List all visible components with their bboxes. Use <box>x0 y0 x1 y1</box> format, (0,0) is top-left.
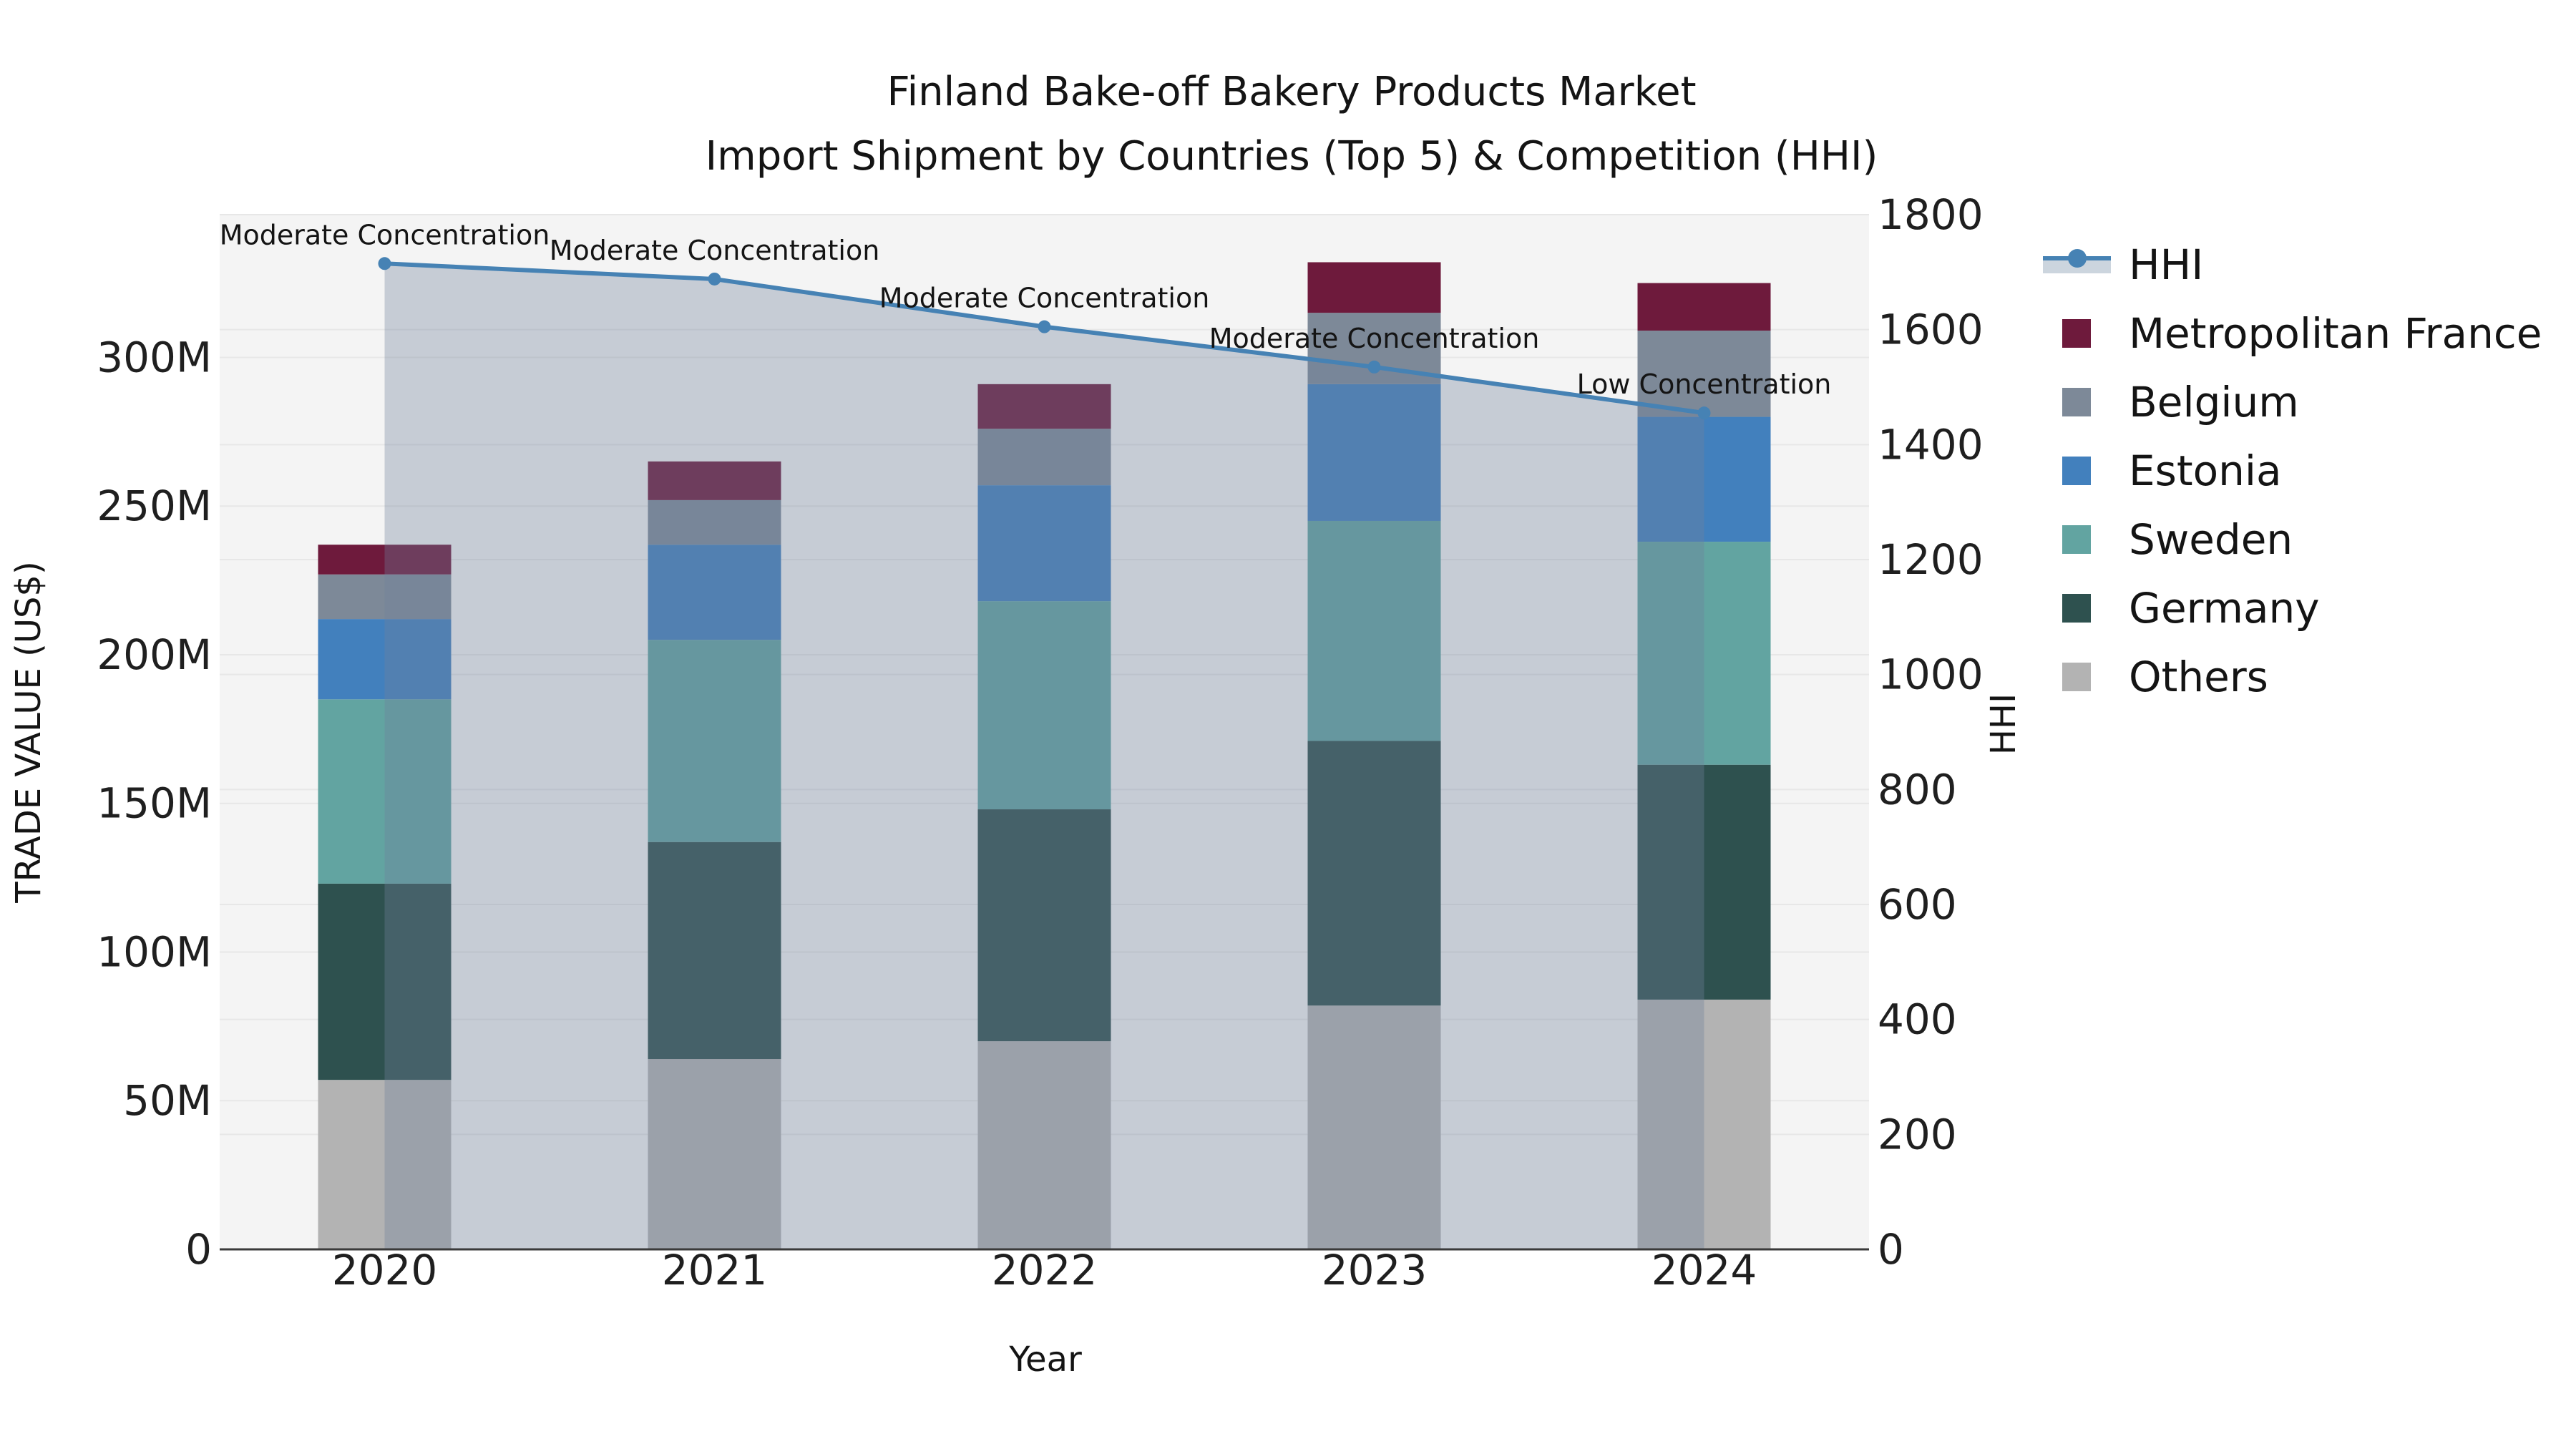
bar-segment-2022-sweden <box>977 601 1111 810</box>
concentration-annotation-2023: Moderate Concentration <box>1209 323 1540 354</box>
bar-segment-2022-others <box>977 1041 1111 1249</box>
hhi-marker-2023 <box>1367 360 1381 374</box>
legend-swatch-estonia <box>2062 457 2091 485</box>
legend-item-hhi: HHI <box>2043 230 2542 299</box>
hhi-marker-2021 <box>708 272 721 286</box>
bar-segment-2023-others <box>1307 1005 1441 1249</box>
hhi-area-fill <box>384 263 1704 1249</box>
bar-segment-2024-metropolitan-france <box>1637 283 1771 331</box>
concentration-annotation-2021: Moderate Concentration <box>550 235 880 266</box>
hhi-line-sample-icon <box>2043 249 2111 273</box>
legend-label: Others <box>2129 653 2268 701</box>
legend-swatch-metropolitan-france <box>2062 319 2091 348</box>
bar-segment-2021-metropolitan-france <box>648 461 781 500</box>
legend-label: Germany <box>2129 584 2320 633</box>
hhi-marker-2022 <box>1038 320 1051 333</box>
bar-segment-2020-others <box>318 1080 452 1249</box>
legend-swatch-slot <box>2043 525 2111 554</box>
bar-segment-2024-sweden <box>1637 542 1771 765</box>
legend-item-sweden: Sweden <box>2043 505 2542 574</box>
bar-segment-2023-estonia <box>1307 384 1441 521</box>
bar-segment-2021-germany <box>648 841 781 1060</box>
legend: HHI Metropolitan France Belgium Estonia Swed… <box>2043 230 2542 711</box>
tick-x-2020: 2020 <box>332 1246 438 1294</box>
bar-segment-2022-germany <box>977 809 1111 1042</box>
chart-title-line2: Import Shipment by Countries (Top 5) & C… <box>705 133 1878 180</box>
bar-segment-2024-belgium <box>1637 331 1771 417</box>
tick-right-400: 400 <box>1878 995 1957 1044</box>
bar-segment-2020-sweden <box>318 699 452 884</box>
bar-segment-2021-others <box>648 1059 781 1249</box>
bar-segment-2023-metropolitan-france <box>1307 262 1441 313</box>
bar-segment-2024-estonia <box>1637 416 1771 542</box>
legend-swatch-slot <box>2043 594 2111 623</box>
legend-swatch-belgium <box>2062 388 2091 416</box>
tick-left-200M: 200M <box>97 630 212 679</box>
tick-right-800: 800 <box>1878 765 1957 814</box>
legend-swatch-germany <box>2062 594 2091 623</box>
tick-right-600: 600 <box>1878 880 1957 929</box>
hhi-line-sample-marker <box>2067 249 2087 268</box>
tick-right-1400: 1400 <box>1878 420 1984 469</box>
bar-segment-2023-sweden <box>1307 520 1441 741</box>
tick-left-250M: 250M <box>97 482 212 530</box>
legend-label: Estonia <box>2129 447 2282 495</box>
bar-segment-2022-metropolitan-france <box>977 384 1111 429</box>
legend-swatch-sweden <box>2062 525 2091 554</box>
legend-item-germany: Germany <box>2043 574 2542 643</box>
bar-segment-2021-sweden <box>648 640 781 842</box>
concentration-annotation-2022: Moderate Concentration <box>879 283 1210 314</box>
legend-label: HHI <box>2129 240 2204 289</box>
bar-segment-2024-germany <box>1637 764 1771 1000</box>
legend-item-metropolitan-france: Metropolitan France <box>2043 299 2542 368</box>
bar-segment-2023-germany <box>1307 741 1441 1006</box>
chart-title-line1: Finland Bake-off Bakery Products Market <box>887 69 1697 115</box>
tick-left-0: 0 <box>185 1225 212 1274</box>
concentration-annotation-2020: Moderate Concentration <box>220 219 550 250</box>
tick-right-1000: 1000 <box>1878 650 1984 699</box>
concentration-annotation-2024: Low Concentration <box>1577 369 1832 400</box>
tick-right-0: 0 <box>1878 1225 1904 1274</box>
bar-segment-2022-estonia <box>977 485 1111 602</box>
tick-left-100M: 100M <box>97 927 212 976</box>
tick-right-1600: 1600 <box>1878 306 1984 354</box>
tick-right-1200: 1200 <box>1878 535 1984 584</box>
legend-swatch-slot <box>2043 457 2111 485</box>
x-axis-title: Year <box>1009 1340 1082 1380</box>
legend-item-others: Others <box>2043 643 2542 711</box>
hhi-marker-2024 <box>1697 406 1711 420</box>
legend-swatch-slot <box>2043 663 2111 691</box>
legend-swatch-slot <box>2043 319 2111 348</box>
legend-item-belgium: Belgium <box>2043 368 2542 436</box>
tick-right-200: 200 <box>1878 1110 1957 1158</box>
bar-segment-2020-estonia <box>318 619 452 700</box>
tick-left-300M: 300M <box>97 333 212 381</box>
hhi-marker-2020 <box>378 257 391 270</box>
tick-x-2021: 2021 <box>662 1246 768 1294</box>
tick-left-150M: 150M <box>97 779 212 828</box>
legend-swatch-others <box>2062 663 2091 691</box>
legend-label: Metropolitan France <box>2129 309 2542 358</box>
y-axis-right-title: HHI <box>1984 693 2024 756</box>
bar-segment-2021-estonia <box>648 545 781 640</box>
legend-label: Sweden <box>2129 515 2293 564</box>
bar-segment-2020-metropolitan-france <box>318 545 452 575</box>
legend-swatch-slot <box>2043 388 2111 416</box>
bar-segment-2020-germany <box>318 883 452 1080</box>
tick-right-1800: 1800 <box>1878 190 1984 239</box>
bar-segment-2021-belgium <box>648 499 781 545</box>
y-axis-left-title: TRADE VALUE (US$) <box>9 561 49 903</box>
legend-label: Belgium <box>2129 378 2299 426</box>
bar-segment-2024-others <box>1637 999 1771 1249</box>
tick-left-50M: 50M <box>123 1076 212 1125</box>
bar-segment-2020-belgium <box>318 574 452 620</box>
tick-x-2022: 2022 <box>992 1246 1098 1294</box>
tick-x-2023: 2023 <box>1322 1246 1428 1294</box>
bar-segment-2022-belgium <box>977 429 1111 486</box>
legend-item-estonia: Estonia <box>2043 436 2542 505</box>
tick-x-2024: 2024 <box>1652 1246 1757 1294</box>
